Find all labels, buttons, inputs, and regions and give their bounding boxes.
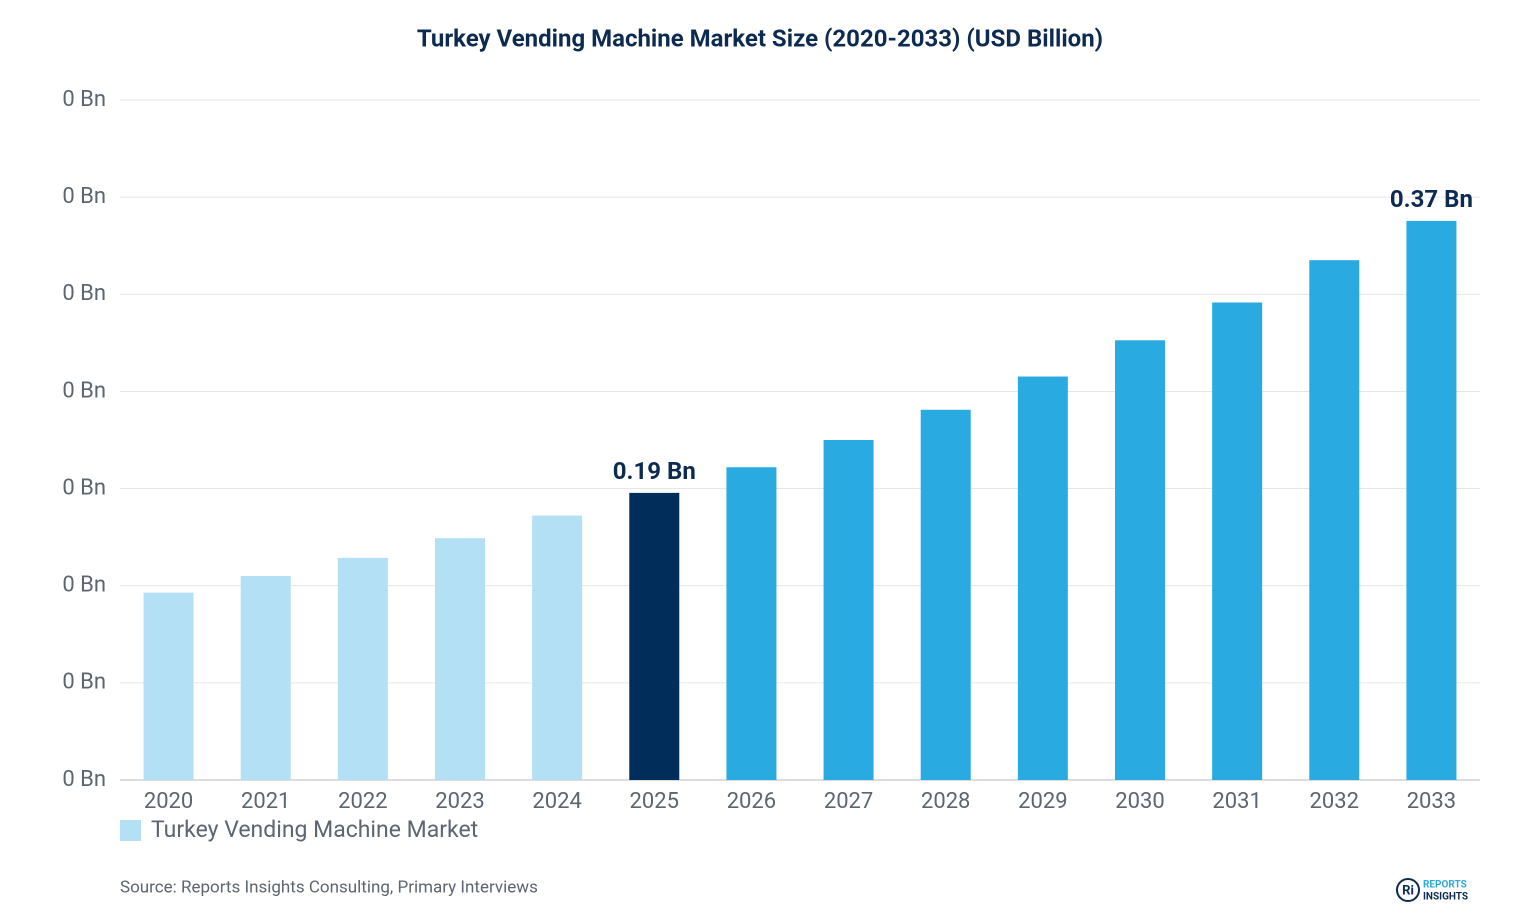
x-tick-label: 2028 (921, 789, 970, 814)
bar (1212, 302, 1263, 780)
y-tick-label: 0 Bn (62, 670, 106, 695)
x-tick-label: 2026 (727, 789, 776, 814)
x-tick-label: 2022 (338, 789, 387, 814)
logo-mark: Ri (1402, 883, 1414, 898)
source: Source: Reports Insights Consulting, Pri… (120, 877, 538, 897)
logo-text: INSIGHTS (1423, 892, 1468, 903)
bar (143, 592, 194, 780)
bar (337, 557, 388, 780)
y-tick-label: 0 Bn (62, 378, 106, 403)
chart-title: Turkey Vending Machine Market Size (2020… (417, 24, 1103, 52)
bar (1406, 220, 1457, 780)
bar (629, 492, 680, 780)
logo-text: REPORTS (1423, 880, 1467, 891)
x-tick-label: 2023 (435, 789, 484, 814)
x-tick-label: 2033 (1407, 789, 1456, 814)
logo-circle (1396, 878, 1420, 902)
legend-swatch (120, 820, 141, 841)
bar (1115, 340, 1165, 780)
x-tick-label: 2027 (824, 789, 873, 814)
y-tick-label: 0 Bn (62, 281, 106, 306)
x-tick-label: 2020 (144, 789, 193, 814)
x-tick-label: 2031 (1212, 789, 1261, 814)
bar (532, 515, 583, 780)
y-tick-label: 0 Bn (62, 184, 106, 209)
x-tick-label: 2021 (241, 789, 290, 814)
x-tick-label: 2029 (1018, 789, 1067, 814)
bar (435, 538, 485, 780)
x-tick-label: 2024 (532, 789, 581, 814)
y-tick-label: 0 Bn (62, 87, 106, 112)
y-tick-label: 0 Bn (62, 572, 106, 597)
x-tick-label: 2025 (630, 789, 679, 814)
x-tick-label: 2032 (1310, 789, 1359, 814)
y-tick-label: 0 Bn (62, 767, 106, 792)
value-label: 0.19 Bn (613, 457, 696, 485)
bar (823, 440, 874, 780)
y-tick-label: 0 Bn (62, 475, 106, 500)
x-tick-label: 2030 (1115, 789, 1164, 814)
bar (1017, 376, 1068, 780)
bar (1309, 260, 1360, 781)
bar (920, 409, 971, 780)
bar (726, 467, 777, 780)
value-label: 0.37 Bn (1390, 185, 1473, 213)
bar (240, 576, 291, 780)
legend-label: Turkey Vending Machine Market (151, 816, 478, 843)
